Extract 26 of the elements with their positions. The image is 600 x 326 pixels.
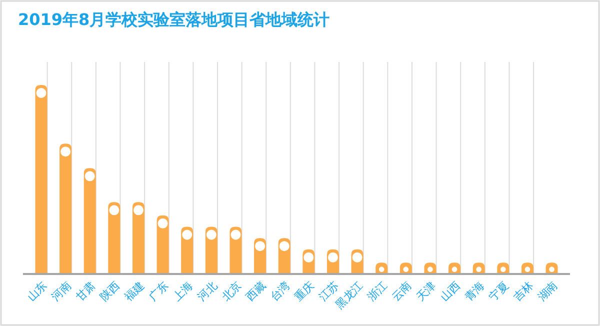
x-tick-label: 山东 xyxy=(24,279,50,304)
x-tick-label: 台湾 xyxy=(268,279,293,304)
x-tick-label: 湖南 xyxy=(535,279,560,304)
x-tick-label: 宁夏 xyxy=(486,279,512,304)
x-tick-label: 上海 xyxy=(170,279,196,304)
x-tick-label: 青海 xyxy=(462,279,488,304)
x-tick-label: 天津 xyxy=(414,279,438,304)
bar xyxy=(108,202,120,274)
bar xyxy=(84,168,96,274)
chart-title: 2019年8月学校实验室落地项目省地域统计 xyxy=(18,10,330,29)
x-tick-label: 重庆 xyxy=(292,279,317,304)
x-tick-label: 河南 xyxy=(49,279,74,304)
x-tick-label: 陕西 xyxy=(98,279,122,304)
x-tick-label: 甘肃 xyxy=(73,279,98,304)
x-tick-label: 西藏 xyxy=(244,279,268,304)
x-tick-label: 河北 xyxy=(194,279,220,304)
x-tick-label: 广东 xyxy=(146,279,172,304)
x-tick-label: 山西 xyxy=(438,279,463,304)
bar xyxy=(60,144,72,274)
x-tick-label: 北京 xyxy=(219,279,244,304)
x-tick-label: 吉林 xyxy=(510,279,536,304)
bar xyxy=(132,202,144,274)
bar xyxy=(35,85,48,274)
x-tick-label: 福建 xyxy=(122,279,147,304)
x-tick-label: 浙江 xyxy=(365,279,390,304)
x-tick-label: 云南 xyxy=(389,279,414,304)
